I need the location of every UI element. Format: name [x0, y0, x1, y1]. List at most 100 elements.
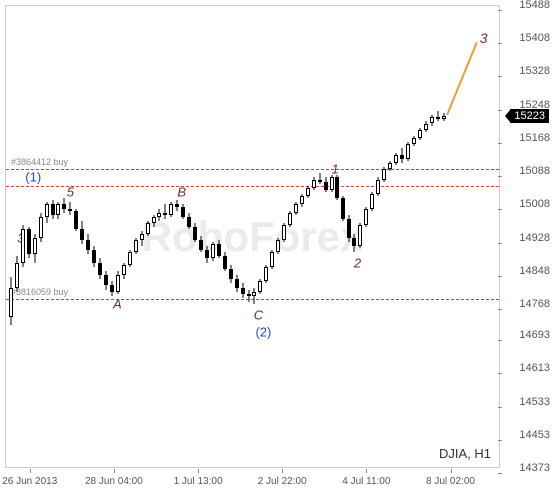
candle [51, 200, 55, 219]
x-tick-label: 26 Jun 2013 [2, 476, 57, 487]
y-tick-label: 14613 [519, 362, 550, 374]
candle [347, 215, 351, 242]
candle [134, 238, 138, 255]
watermark: RoboForex [142, 213, 364, 261]
candle [418, 128, 422, 140]
candle [104, 271, 108, 290]
candle [442, 113, 446, 120]
horizontal-level-line [6, 169, 499, 170]
candle [199, 236, 203, 253]
candle [276, 238, 280, 255]
candle [223, 252, 227, 271]
candle [128, 250, 132, 267]
candle [175, 200, 179, 210]
horizontal-level-line [6, 186, 499, 187]
candle [247, 290, 251, 302]
candle [318, 173, 322, 183]
y-tick-label: 14768 [519, 298, 550, 310]
y-tick-label: 14453 [519, 429, 550, 441]
wave-label: (2) [255, 324, 271, 339]
candle [270, 250, 274, 269]
candle [252, 288, 256, 305]
candle [288, 211, 292, 228]
y-tick-label: 14533 [519, 396, 550, 408]
candle [312, 177, 316, 189]
candle [412, 136, 416, 146]
candle [56, 202, 60, 219]
candle [205, 246, 209, 263]
wave-label: 5 [67, 185, 74, 200]
candle [181, 204, 185, 219]
wave-label: A [113, 297, 122, 312]
x-tick-label: 1 Jul 13:00 [174, 476, 223, 487]
candle [39, 213, 43, 242]
y-tick-label: 14373 [519, 462, 550, 474]
candle [341, 196, 345, 221]
candle [110, 281, 114, 296]
candle [229, 265, 233, 284]
candle [211, 242, 215, 261]
candle [80, 221, 84, 244]
candle [430, 115, 434, 125]
candle [92, 246, 96, 267]
x-tick-label: 4 Jul 11:00 [342, 476, 390, 487]
candle [86, 234, 90, 255]
y-tick-label: 15408 [519, 32, 550, 44]
candle [324, 177, 328, 192]
candle [358, 223, 362, 248]
candle [424, 121, 428, 131]
candle [388, 161, 392, 171]
candle [9, 277, 13, 325]
y-axis: 1437314453145331461314693147681484814928… [502, 5, 552, 468]
candle [370, 192, 374, 211]
candle [116, 271, 120, 294]
candle [400, 148, 404, 163]
x-tick-label: 2 Jul 22:00 [258, 476, 307, 487]
candle [258, 279, 262, 294]
candle [436, 111, 440, 121]
candle [33, 234, 37, 263]
candle [27, 227, 31, 258]
candle [146, 221, 150, 236]
candle [264, 265, 268, 284]
candle [21, 225, 25, 267]
candle [140, 231, 144, 246]
candle [193, 223, 197, 242]
wave-label: C [254, 307, 263, 322]
plot-area: RoboForex 35(1)ABC(2)123 #3864412 buy#38… [5, 5, 500, 468]
candle [376, 177, 380, 196]
candle [152, 215, 156, 227]
candle [294, 202, 298, 214]
candle [122, 263, 126, 280]
x-tick-label: 28 Jun 04:00 [85, 476, 143, 487]
candle [364, 207, 368, 228]
x-axis: 26 Jun 2013 28 Jun 04:00 1 Jul 13:00 2 Jul … [5, 473, 500, 503]
candle [352, 234, 356, 253]
wave-label: 2 [354, 255, 361, 270]
candle [45, 202, 49, 223]
candle [394, 153, 398, 165]
candle [330, 175, 334, 192]
candle [157, 209, 161, 221]
wave-label: 3 [480, 30, 488, 46]
candle [169, 202, 173, 217]
buy-order-label: #3864412 buy [11, 157, 68, 167]
y-tick-label: 15008 [519, 198, 550, 210]
candle [15, 256, 19, 291]
candle [406, 142, 410, 161]
y-tick-label: 15488 [519, 0, 550, 11]
candle [62, 198, 66, 213]
candle [217, 240, 221, 259]
candle [68, 202, 72, 214]
y-tick-label: 14928 [519, 232, 550, 244]
candle [335, 175, 339, 200]
y-tick-label: 14848 [519, 265, 550, 277]
chart-instrument-label: DJIA, H1 [439, 446, 491, 461]
candle [306, 186, 310, 198]
chart-container: RoboForex 35(1)ABC(2)123 #3864412 buy#38… [0, 0, 552, 503]
candle [98, 258, 102, 279]
y-tick-label: 15088 [519, 165, 550, 177]
y-tick-label: 15168 [519, 132, 550, 144]
candle [282, 223, 286, 242]
candle [187, 213, 191, 230]
